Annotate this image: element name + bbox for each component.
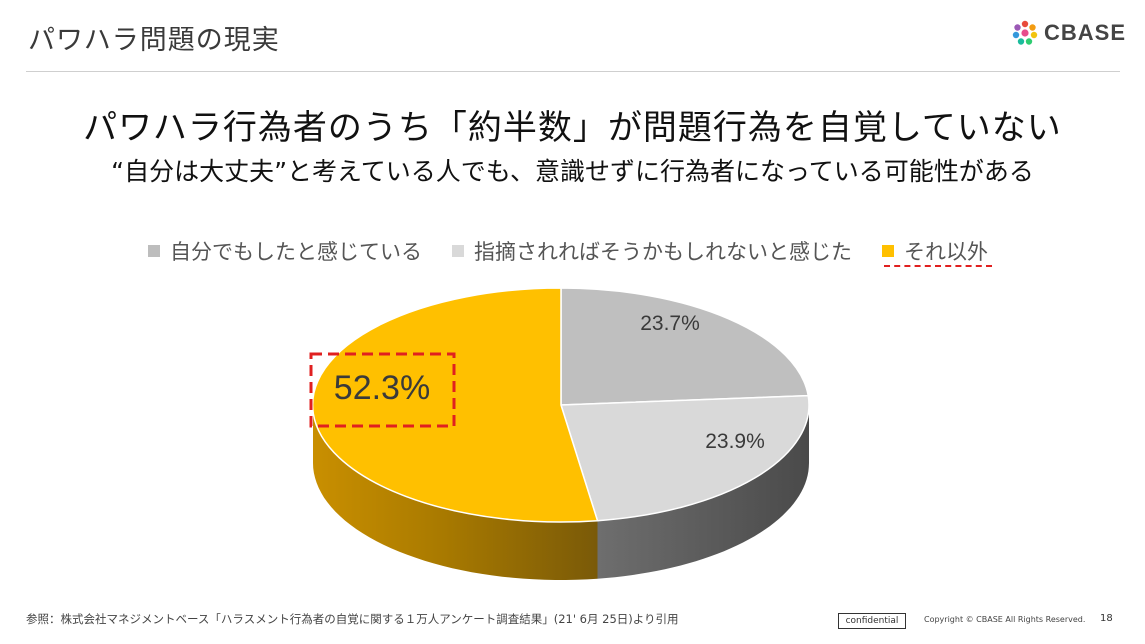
legend-label: 指摘されればそうかもしれないと感じた [474, 240, 852, 264]
legend-item: 自分でもしたと感じている [148, 236, 422, 266]
pie-slice [559, 394, 810, 522]
data-label: 23.9% [705, 430, 765, 453]
legend-label: 自分でもしたと感じている [170, 240, 422, 264]
pie-slice [560, 287, 810, 406]
legend-swatch [148, 245, 160, 257]
pie-side [313, 405, 809, 580]
subheadline: “自分は大丈夫”と考えている人でも、意識せずに行為者になっている可能性がある [111, 157, 1034, 186]
legend-swatch [882, 245, 894, 257]
header-divider [26, 71, 1120, 72]
logo-mark-icon [1012, 20, 1038, 45]
legend-item: それ以外 [882, 236, 992, 267]
confidential-badge: confidential [838, 613, 906, 629]
logo: CBASE [1012, 20, 1126, 46]
legend-label: それ以外 [904, 240, 988, 264]
data-label: 52.3% [334, 369, 430, 407]
source-footnote: 参照：株式会社マネジメントベース「ハラスメント行為者の自覚に関する１万人アンケー… [26, 612, 679, 626]
pie-slice-side [313, 405, 598, 580]
data-label: 23.7% [640, 312, 700, 335]
pie-labels: 23.7% 23.9% 52.3% [334, 312, 765, 453]
chart-legend: 自分でもしたと感じている 指摘されればそうかもしれないと感じた それ以外 [148, 236, 1018, 267]
page-number: 18 [1100, 613, 1113, 624]
logo-text: CBASE [1044, 20, 1127, 45]
legend-item: 指摘されればそうかもしれないと感じた [452, 236, 852, 266]
highlight-box [309, 352, 456, 428]
pie-slice-side [597, 405, 809, 579]
slide-title: パワハラ問題の現実 [28, 25, 280, 56]
headline: パワハラ行為者のうち「約半数」が問題行為を自覚していない [83, 108, 1062, 148]
highlight-underline [884, 265, 992, 267]
legend-swatch [452, 245, 464, 257]
copyright: Copyright © CBASE All Rights Reserved. [924, 615, 1086, 624]
